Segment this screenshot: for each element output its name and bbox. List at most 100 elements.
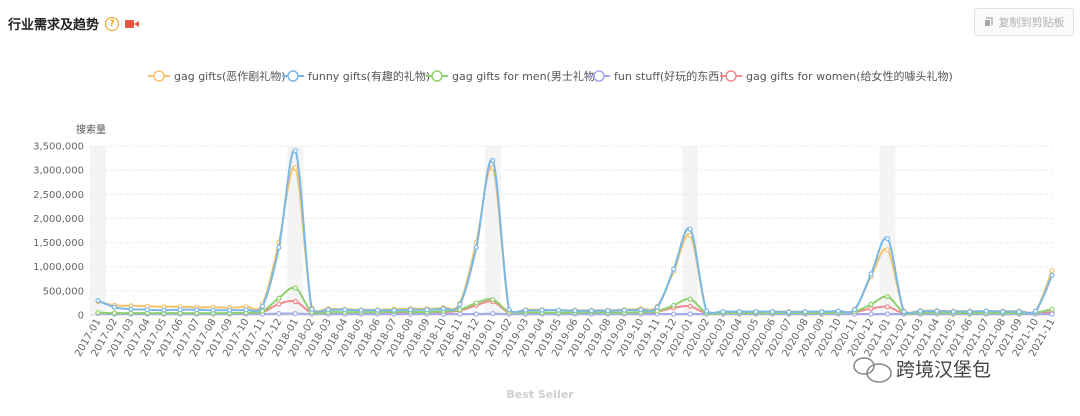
data-point[interactable] xyxy=(687,226,693,232)
data-point[interactable] xyxy=(802,309,808,315)
legend-marker[interactable] xyxy=(593,70,605,82)
data-point[interactable] xyxy=(786,309,792,315)
data-point[interactable] xyxy=(654,304,660,310)
data-point[interactable] xyxy=(967,309,973,315)
data-point[interactable] xyxy=(884,236,891,242)
data-point[interactable] xyxy=(506,307,512,313)
data-point[interactable] xyxy=(391,307,397,313)
data-point[interactable] xyxy=(671,266,677,272)
video-icon[interactable] xyxy=(125,19,140,29)
data-point[interactable] xyxy=(358,307,364,313)
data-point[interactable] xyxy=(868,271,874,277)
data-point[interactable] xyxy=(210,307,216,313)
data-point[interactable] xyxy=(983,308,989,314)
data-point[interactable] xyxy=(95,309,101,316)
data-point[interactable] xyxy=(671,311,677,317)
data-point[interactable] xyxy=(128,306,134,312)
data-point[interactable] xyxy=(868,306,874,312)
data-point[interactable] xyxy=(621,307,627,313)
data-point[interactable] xyxy=(490,296,496,303)
data-point[interactable] xyxy=(424,307,430,313)
data-point[interactable] xyxy=(868,311,874,317)
data-point[interactable] xyxy=(819,309,825,315)
data-point[interactable] xyxy=(769,309,775,315)
help-icon[interactable]: ? xyxy=(105,16,120,31)
data-point[interactable] xyxy=(457,307,463,313)
data-point[interactable] xyxy=(884,247,891,253)
data-point[interactable] xyxy=(1032,308,1039,314)
data-point[interactable] xyxy=(457,311,463,317)
data-point[interactable] xyxy=(687,303,693,309)
data-point[interactable] xyxy=(934,308,940,314)
data-point[interactable] xyxy=(457,301,463,307)
data-point[interactable] xyxy=(588,308,595,314)
data-point[interactable] xyxy=(490,310,496,317)
data-point[interactable] xyxy=(884,311,891,317)
data-point[interactable] xyxy=(473,300,479,306)
data-point[interactable] xyxy=(243,307,249,313)
data-point[interactable] xyxy=(259,308,266,314)
data-point[interactable] xyxy=(884,294,891,300)
data-point[interactable] xyxy=(375,307,381,313)
data-point[interactable] xyxy=(473,311,479,317)
legend-marker[interactable] xyxy=(431,70,443,82)
data-point[interactable] xyxy=(276,301,282,307)
data-point[interactable] xyxy=(144,307,150,313)
data-point[interactable] xyxy=(884,304,891,310)
data-point[interactable] xyxy=(671,302,677,308)
data-point[interactable] xyxy=(473,244,479,250)
data-point[interactable] xyxy=(638,307,644,313)
data-point[interactable] xyxy=(226,307,233,313)
data-point[interactable] xyxy=(1049,267,1055,274)
data-point[interactable] xyxy=(276,310,282,317)
data-point[interactable] xyxy=(342,307,348,313)
legend-marker[interactable] xyxy=(725,70,737,82)
data-point[interactable] xyxy=(687,296,693,302)
data-point[interactable] xyxy=(292,298,298,305)
data-point[interactable] xyxy=(1016,309,1022,315)
data-point[interactable] xyxy=(555,307,562,313)
legend-label[interactable]: funny gifts(有趣的礼物) xyxy=(308,69,430,83)
data-point[interactable] xyxy=(1049,306,1055,312)
data-point[interactable] xyxy=(259,303,266,309)
data-point[interactable] xyxy=(703,308,710,314)
data-point[interactable] xyxy=(1000,309,1006,315)
data-point[interactable] xyxy=(440,306,447,312)
data-point[interactable] xyxy=(835,308,841,314)
data-point[interactable] xyxy=(325,307,331,313)
legend-label[interactable]: gag gifts for men(男士礼物) xyxy=(452,69,599,83)
data-point[interactable] xyxy=(292,148,298,154)
data-point[interactable] xyxy=(292,165,298,171)
data-point[interactable] xyxy=(868,301,874,307)
data-point[interactable] xyxy=(917,308,924,314)
data-point[interactable] xyxy=(111,304,118,310)
legend-label[interactable]: fun stuff(好玩的东西) xyxy=(614,69,724,83)
copy-to-clipboard-button[interactable]: 复制到剪贴板 xyxy=(974,8,1074,36)
data-point[interactable] xyxy=(407,307,414,313)
data-point[interactable] xyxy=(687,311,693,317)
data-point[interactable] xyxy=(490,157,496,164)
data-point[interactable] xyxy=(852,307,858,313)
data-point[interactable] xyxy=(1049,272,1055,279)
data-point[interactable] xyxy=(753,309,759,315)
data-point[interactable] xyxy=(292,285,298,291)
data-point[interactable] xyxy=(523,307,529,313)
data-point[interactable] xyxy=(539,307,545,313)
data-point[interactable] xyxy=(1049,311,1055,317)
data-point[interactable] xyxy=(177,307,183,313)
data-point[interactable] xyxy=(194,307,200,313)
data-point[interactable] xyxy=(950,309,956,315)
legend-label[interactable]: gag gifts for women(给女性的噱头礼物) xyxy=(746,69,953,83)
data-point[interactable] xyxy=(111,310,118,316)
data-point[interactable] xyxy=(276,244,282,250)
data-point[interactable] xyxy=(161,307,167,313)
data-point[interactable] xyxy=(720,309,726,315)
legend-label[interactable]: gag gifts(恶作剧礼物) xyxy=(174,69,286,83)
data-point[interactable] xyxy=(901,309,907,315)
data-point[interactable] xyxy=(736,309,743,315)
legend-marker[interactable] xyxy=(287,70,299,82)
legend-marker[interactable] xyxy=(153,70,165,82)
data-point[interactable] xyxy=(572,308,578,314)
data-point[interactable] xyxy=(605,308,611,314)
data-point[interactable] xyxy=(276,295,282,301)
